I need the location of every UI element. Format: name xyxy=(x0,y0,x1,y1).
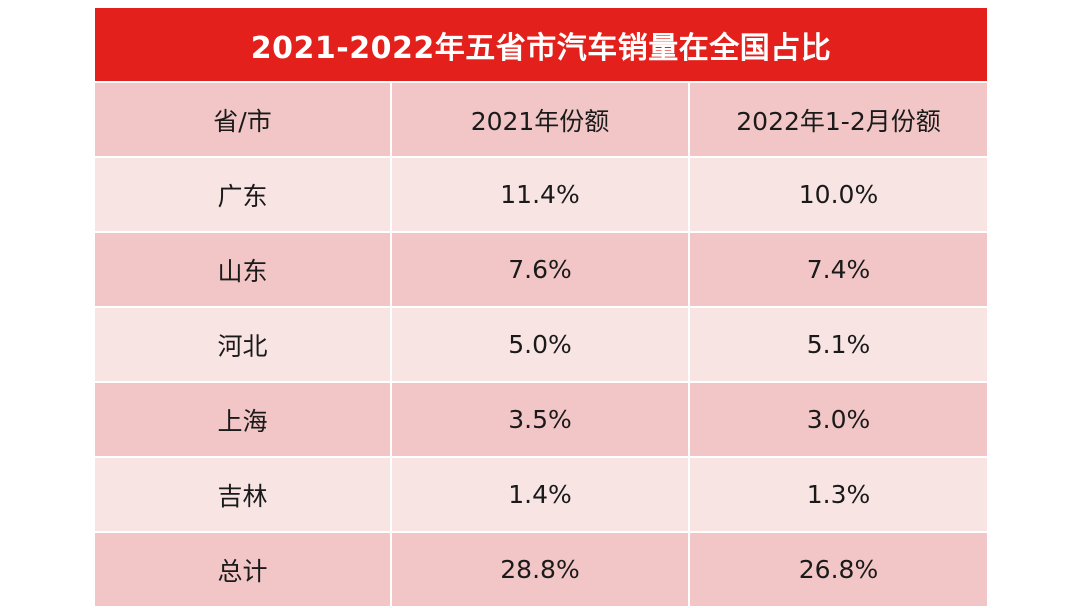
share-2022-cell: 3.0% xyxy=(689,381,987,457)
total-2022-cell: 26.8% xyxy=(689,531,987,606)
table-row: 河北 5.0% 5.1% xyxy=(95,306,987,382)
share-2022-cell: 10.0% xyxy=(689,156,987,232)
column-header-2021: 2021年份额 xyxy=(391,81,690,157)
table-row-total: 总计 28.8% 26.8% xyxy=(95,531,987,606)
region-cell: 上海 xyxy=(95,381,392,457)
share-2021-cell: 3.5% xyxy=(391,381,690,457)
header-row: 省/市 2021年份额 2022年1-2月份额 xyxy=(95,81,987,157)
table-row: 广东 11.4% 10.0% xyxy=(95,156,987,232)
share-2021-cell: 1.4% xyxy=(391,456,690,532)
column-header-2022: 2022年1-2月份额 xyxy=(689,81,987,157)
region-cell: 山东 xyxy=(95,231,392,307)
region-cell: 吉林 xyxy=(95,456,392,532)
region-cell: 河北 xyxy=(95,306,392,382)
share-2021-cell: 5.0% xyxy=(391,306,690,382)
total-2021-cell: 28.8% xyxy=(391,531,690,606)
total-label-cell: 总计 xyxy=(95,531,392,606)
share-2021-cell: 11.4% xyxy=(391,156,690,232)
region-cell: 广东 xyxy=(95,156,392,232)
data-table: 省/市 2021年份额 2022年1-2月份额 广东 11.4% 10.0% 山… xyxy=(95,81,987,606)
share-2022-cell: 7.4% xyxy=(689,231,987,307)
share-2022-cell: 5.1% xyxy=(689,306,987,382)
table-row: 上海 3.5% 3.0% xyxy=(95,381,987,457)
column-header-region: 省/市 xyxy=(95,81,392,157)
table-row: 吉林 1.4% 1.3% xyxy=(95,456,987,532)
share-2021-cell: 7.6% xyxy=(391,231,690,307)
table-title: 2021-2022年五省市汽车销量在全国占比 xyxy=(95,8,987,81)
share-table: 2021-2022年五省市汽车销量在全国占比 省/市 2021年份额 2022年… xyxy=(95,8,987,606)
table-row: 山东 7.6% 7.4% xyxy=(95,231,987,307)
share-2022-cell: 1.3% xyxy=(689,456,987,532)
